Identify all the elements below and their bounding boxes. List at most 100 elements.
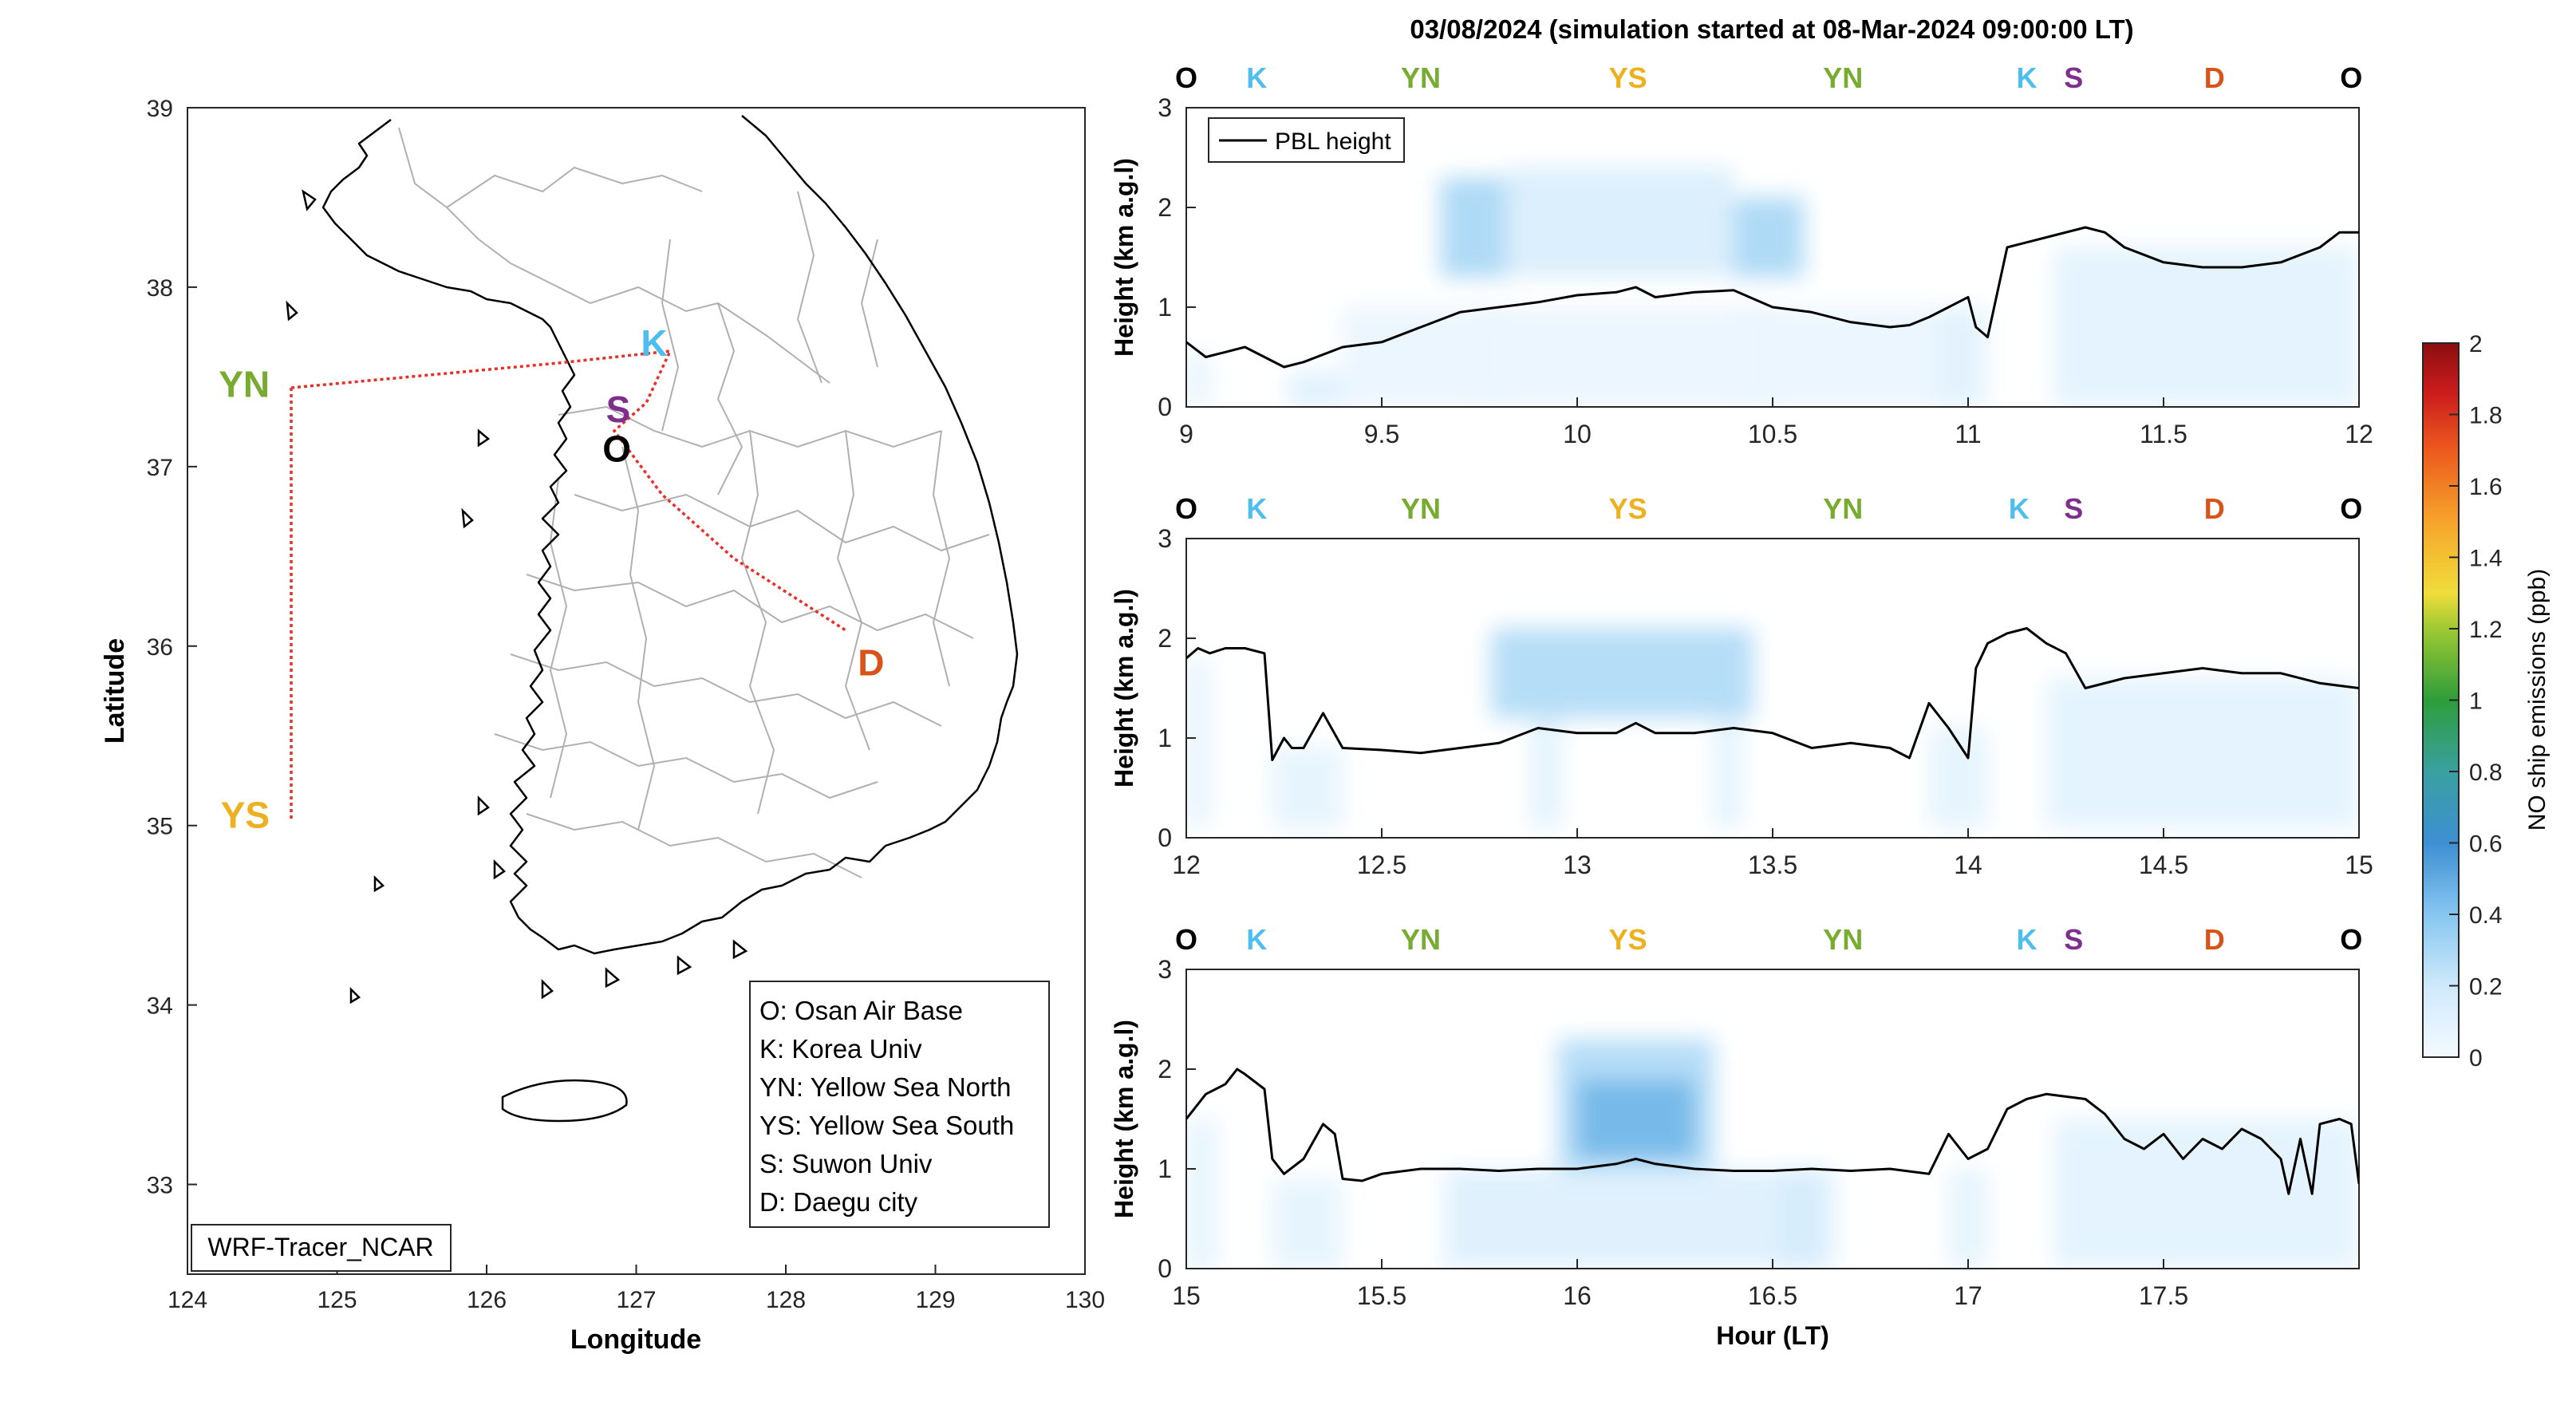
tracer-cell xyxy=(1288,372,1343,407)
colorbar-tick-label: 1.6 xyxy=(2469,474,2503,500)
route-label-d: D xyxy=(2204,492,2225,525)
tracer-cell xyxy=(1948,1169,1988,1269)
map-x-ticks: 124 125 126 127 128 129 130 xyxy=(168,1265,1105,1313)
route-label-k: K xyxy=(1246,923,1267,956)
y-tick-label: 2 xyxy=(1158,624,1172,653)
map-ytick-label: 35 xyxy=(147,814,173,840)
colorbar-tick-label: 0.6 xyxy=(2469,831,2503,858)
y-tick-label: 2 xyxy=(1158,193,1172,222)
route-label-s: S xyxy=(2064,61,2083,94)
coastline-mainland xyxy=(322,115,1019,955)
colorbar-tick-label: 1.4 xyxy=(2469,546,2503,572)
y-tick-label: 2 xyxy=(1158,1055,1172,1083)
route-label-o: O xyxy=(1175,923,1197,956)
tracer-cell xyxy=(1272,1178,1343,1269)
site-legend-entry: K: Korea Univ xyxy=(759,1034,922,1064)
map-ytick-label: 38 xyxy=(147,275,173,302)
map-site-labels: O K YN YS S D xyxy=(219,322,884,836)
tracer-cell xyxy=(1734,197,1805,278)
panel-ylabel: Height (km a.g.l) xyxy=(1110,158,1138,357)
x-tick-label: 17 xyxy=(1954,1281,1982,1310)
map-ytick-label: 37 xyxy=(147,455,173,481)
y-tick-label: 3 xyxy=(1158,524,1172,553)
tracer-cell xyxy=(1491,628,1753,718)
route-label-k: K xyxy=(2017,923,2038,956)
y-tick-label: 0 xyxy=(1158,393,1172,421)
route-label-k: K xyxy=(1246,61,1267,94)
map-ylabel: Latitude xyxy=(100,638,130,744)
map-ytick-label: 36 xyxy=(147,634,173,661)
x-tick-label: 11 xyxy=(1955,420,1981,448)
colorbar-tick-label: 0 xyxy=(2469,1045,2483,1072)
site-legend-entry: O: Osan Air Base xyxy=(759,996,963,1025)
y-tick-label: 3 xyxy=(1158,93,1172,122)
map-site-ys: YS xyxy=(221,794,270,835)
colorbar-tick-label: 0.4 xyxy=(2469,902,2503,929)
x-tick-label: 10.5 xyxy=(1748,420,1797,448)
colorbar-tick-label: 2 xyxy=(2469,331,2483,357)
map-site-d: D xyxy=(858,641,884,683)
map-site-s: S xyxy=(606,389,631,430)
route-label-o: O xyxy=(2340,492,2362,525)
route-label-d: D xyxy=(2204,923,2225,956)
tracer-field xyxy=(1186,628,2359,828)
x-tick-label: 10 xyxy=(1563,420,1592,448)
colorbar-tick-label: 0.2 xyxy=(2469,974,2503,1001)
model-tag-box xyxy=(191,1224,452,1272)
x-tick-label: 14 xyxy=(1954,851,1982,879)
tracer-cell xyxy=(1440,177,1507,278)
tracer-cell xyxy=(1186,1119,1218,1269)
map-site-o: O xyxy=(602,428,631,470)
x-tick-label: 14.5 xyxy=(2139,851,2188,879)
tracer-cell xyxy=(2053,247,2359,407)
pbl-height-line xyxy=(1186,226,2359,369)
route-path xyxy=(290,349,846,819)
route-label-o: O xyxy=(1175,492,1197,525)
y-tick-label: 0 xyxy=(1158,823,1172,852)
map-ytick-label: 33 xyxy=(147,1173,173,1199)
colorbar-ticks: 0 0.2 0.4 0.6 0.8 1 1.2 1.4 1.6 1.8 2 xyxy=(2449,331,2503,1072)
x-tick-label: 15 xyxy=(1172,1281,1201,1310)
map-xlabel: Longitude xyxy=(570,1324,701,1355)
y-tick-label: 1 xyxy=(1158,1154,1172,1183)
y-tick-label: 1 xyxy=(1158,724,1172,752)
route-label-ys: YS xyxy=(1609,923,1647,956)
map-admin-boundaries xyxy=(398,127,990,878)
route-label-s: S xyxy=(2064,492,2083,525)
map-xtick-label: 129 xyxy=(915,1287,955,1313)
x-tick-label: 12 xyxy=(2345,420,2373,448)
y-tick-label: 3 xyxy=(1158,955,1172,984)
map-xtick-label: 128 xyxy=(766,1287,806,1313)
site-legend-entry: YS: Yellow Sea South xyxy=(759,1111,1014,1140)
tracer-cell xyxy=(1780,1169,1820,1269)
model-tag: WRF-Tracer_NCAR xyxy=(191,1224,452,1272)
tracer-field xyxy=(1186,1039,2359,1269)
route-label-o: O xyxy=(2340,61,2362,94)
route-label-k: K xyxy=(2017,61,2038,94)
x-tick-label: 17.5 xyxy=(2139,1281,2188,1310)
x-tick-label: 12 xyxy=(1172,851,1201,879)
route-label-yn: YN xyxy=(1823,923,1863,956)
tracer-cell xyxy=(1186,352,1210,407)
tracer-cell xyxy=(1444,1169,1836,1269)
map-xtick-label: 127 xyxy=(616,1287,656,1313)
tracer-cell xyxy=(2053,1119,2359,1269)
route-label-o: O xyxy=(1175,61,1197,94)
x-tick-label: 13 xyxy=(1563,851,1592,879)
panel-ylabel: Height (km a.g.l) xyxy=(1110,1020,1138,1218)
route-label-yn: YN xyxy=(1823,492,1863,525)
tracer-cell xyxy=(1530,718,1562,828)
tracer-cell xyxy=(1714,718,1742,828)
map-y-ticks: 33 34 35 36 37 38 39 xyxy=(147,96,197,1199)
time-height-panel-3: 15 15.5 16 16.5 17 17.5 0 1 2 3 Height (km a.g.l) H… xyxy=(1110,923,2362,1350)
route-label-yn: YN xyxy=(1823,61,1863,94)
x-tick-label: 9.5 xyxy=(1364,420,1399,448)
tracer-cell xyxy=(1186,658,1210,828)
route-label-ys: YS xyxy=(1609,492,1647,525)
map-xtick-label: 126 xyxy=(467,1287,507,1313)
map-xtick-label: 124 xyxy=(168,1287,207,1313)
